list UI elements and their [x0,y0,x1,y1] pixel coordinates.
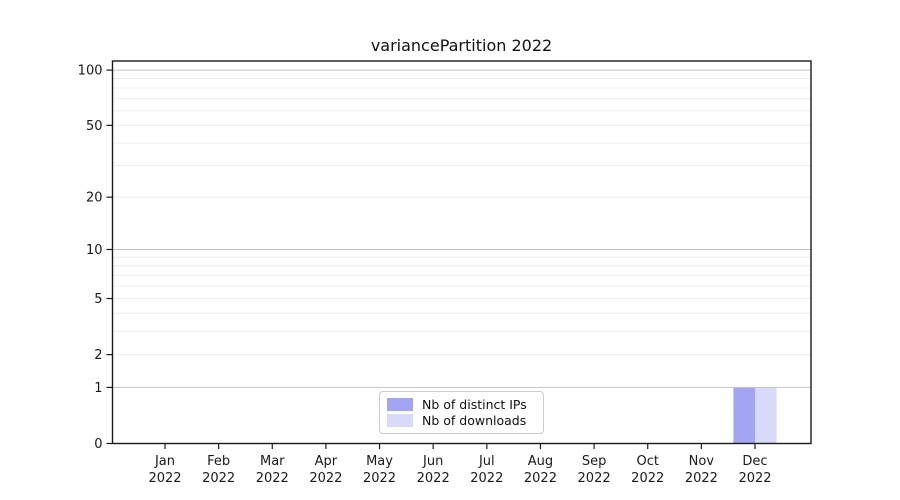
y-tick-label: 2 [94,348,102,363]
y-tick-label: 10 [86,243,103,258]
y-tick-label: 20 [86,191,103,206]
y-tick-label: 5 [94,292,102,307]
y-tick-label: 1 [94,381,102,396]
legend: Nb of distinct IPs Nb of downloads [379,391,544,434]
x-tick-label: May 2022 [363,454,396,486]
x-tick-label: Dec 2022 [738,454,771,486]
x-tick-label: Apr 2022 [309,454,342,486]
bar-dec-series0 [733,387,755,444]
plot-border [111,60,812,445]
legend-swatch-icon [387,414,413,427]
y-tick-label: 50 [86,119,103,134]
x-tick-label: Jan 2022 [148,454,181,486]
y-tick-label: 100 [78,64,103,79]
x-tick-label: Nov 2022 [685,454,718,486]
legend-label: Nb of downloads [422,413,527,428]
legend-entry-0: Nb of distinct IPs [387,397,535,412]
y-tick-label: 0 [94,437,102,452]
legend-entry-1: Nb of downloads [387,413,535,428]
x-tick-label: Mar 2022 [256,454,289,486]
legend-label: Nb of distinct IPs [422,397,527,412]
chart-title: variancePartition 2022 [370,36,553,55]
x-tick-label: Jun 2022 [417,454,450,486]
legend-swatch-icon [387,398,413,411]
x-tick-label: Jul 2022 [470,454,503,486]
x-tick-label: Feb 2022 [202,454,235,486]
x-tick-label: Oct 2022 [631,454,664,486]
x-tick-label: Sep 2022 [578,454,611,486]
x-tick-label: Aug 2022 [524,454,557,486]
bar-dec-series1 [754,387,777,444]
